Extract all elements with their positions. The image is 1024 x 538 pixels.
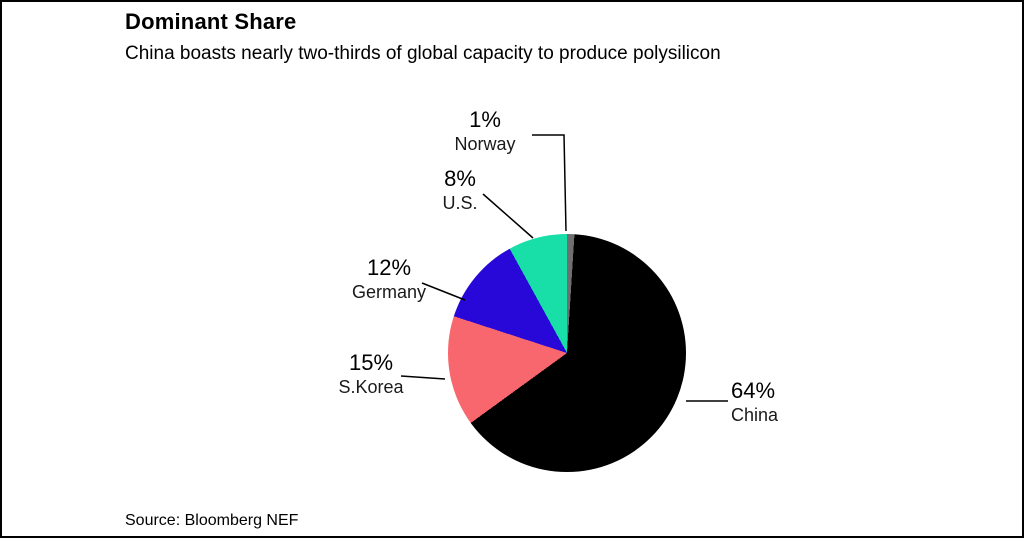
- pie-label-norway-name: Norway: [454, 134, 516, 154]
- pie-label-china-name: China: [731, 405, 779, 425]
- pie-label-germany-name: Germany: [351, 282, 427, 302]
- pie-label-germany-value: 12%: [366, 255, 412, 280]
- pie-label-norway: 1% Norway: [435, 107, 535, 155]
- chart-title: Dominant Share: [125, 9, 297, 34]
- pie-label-china: 64% China: [731, 378, 841, 426]
- pie-label-us-name: U.S.: [442, 193, 478, 213]
- pie-label-skorea: 15% S.Korea: [321, 350, 421, 398]
- pie-label-china-value: 64%: [731, 378, 776, 403]
- chart-subtitle: China boasts nearly two-thirds of global…: [125, 43, 721, 64]
- pie-label-skorea-value: 15%: [348, 350, 394, 375]
- pie-label-skorea-name: S.Korea: [338, 377, 404, 397]
- pie-label-norway-value: 1%: [469, 107, 501, 132]
- chart-source: Source: Bloomberg NEF: [125, 512, 299, 529]
- pie-chart: [448, 234, 686, 472]
- pie-label-germany: 12% Germany: [327, 255, 451, 303]
- pie-label-us: 8% U.S.: [410, 166, 510, 214]
- pie-label-us-value: 8%: [444, 166, 476, 191]
- leader-line-norway: [532, 134, 567, 232]
